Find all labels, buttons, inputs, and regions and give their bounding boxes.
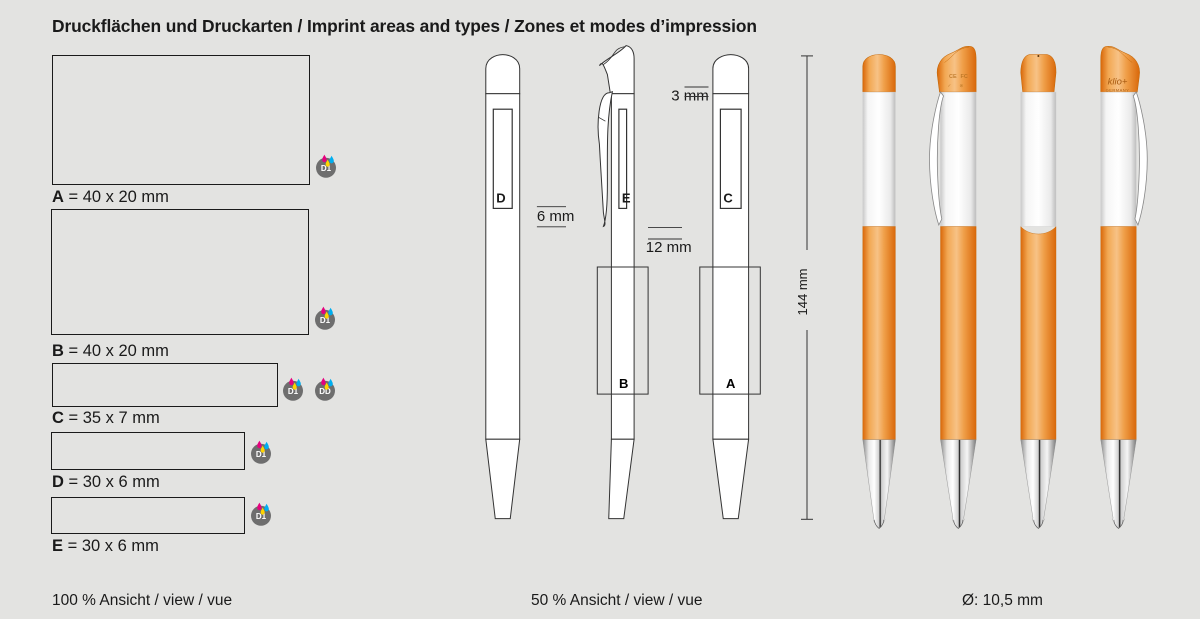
svg-text:✓: ✓ [948,83,952,88]
svg-text:CE: CE [949,74,957,80]
svg-text:klio+: klio+ [1108,77,1128,88]
svg-text:GERMANY: GERMANY [1106,88,1130,93]
svg-text:⊗: ⊗ [960,83,964,88]
svg-text:FC: FC [961,74,968,80]
